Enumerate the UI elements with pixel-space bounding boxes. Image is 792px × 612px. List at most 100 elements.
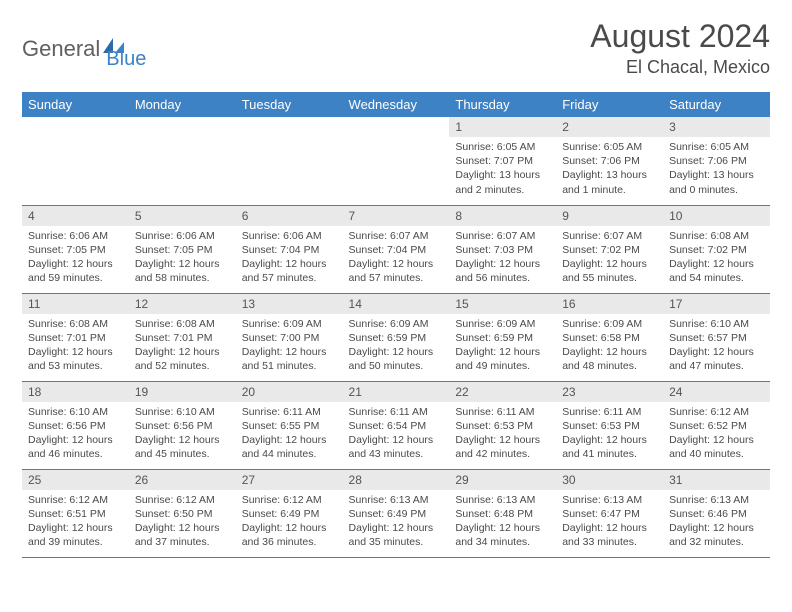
day-info: Sunrise: 6:07 AMSunset: 7:02 PMDaylight:…: [556, 226, 663, 290]
sunrise-text: Sunrise: 6:13 AM: [562, 493, 657, 507]
day-cell: 9Sunrise: 6:07 AMSunset: 7:02 PMDaylight…: [556, 205, 663, 293]
day-info: Sunrise: 6:12 AMSunset: 6:51 PMDaylight:…: [22, 490, 129, 554]
day-number: 21: [343, 382, 450, 402]
day-number: 17: [663, 294, 770, 314]
daylight-text: Daylight: 12 hours and 47 minutes.: [669, 345, 764, 373]
day-info: Sunrise: 6:11 AMSunset: 6:53 PMDaylight:…: [449, 402, 556, 466]
sunrise-text: Sunrise: 6:11 AM: [455, 405, 550, 419]
daylight-text: Daylight: 13 hours and 1 minute.: [562, 168, 657, 196]
day-cell: 13Sunrise: 6:09 AMSunset: 7:00 PMDayligh…: [236, 293, 343, 381]
day-info: Sunrise: 6:10 AMSunset: 6:56 PMDaylight:…: [129, 402, 236, 466]
day-info: Sunrise: 6:09 AMSunset: 6:58 PMDaylight:…: [556, 314, 663, 378]
sunset-text: Sunset: 6:56 PM: [28, 419, 123, 433]
day-cell: 3Sunrise: 6:05 AMSunset: 7:06 PMDaylight…: [663, 117, 770, 205]
sunrise-text: Sunrise: 6:08 AM: [669, 229, 764, 243]
day-number: 11: [22, 294, 129, 314]
sunset-text: Sunset: 7:04 PM: [242, 243, 337, 257]
day-number: 23: [556, 382, 663, 402]
day-info: Sunrise: 6:10 AMSunset: 6:57 PMDaylight:…: [663, 314, 770, 378]
location: El Chacal, Mexico: [590, 57, 770, 78]
daylight-text: Daylight: 12 hours and 36 minutes.: [242, 521, 337, 549]
day-info: Sunrise: 6:06 AMSunset: 7:04 PMDaylight:…: [236, 226, 343, 290]
day-number: 5: [129, 206, 236, 226]
week-row: 1Sunrise: 6:05 AMSunset: 7:07 PMDaylight…: [22, 117, 770, 205]
week-row: 25Sunrise: 6:12 AMSunset: 6:51 PMDayligh…: [22, 469, 770, 557]
day-info: Sunrise: 6:07 AMSunset: 7:03 PMDaylight:…: [449, 226, 556, 290]
day-info: Sunrise: 6:13 AMSunset: 6:49 PMDaylight:…: [343, 490, 450, 554]
day-cell: 16Sunrise: 6:09 AMSunset: 6:58 PMDayligh…: [556, 293, 663, 381]
daylight-text: Daylight: 12 hours and 55 minutes.: [562, 257, 657, 285]
daylight-text: Daylight: 12 hours and 58 minutes.: [135, 257, 230, 285]
day-cell: 23Sunrise: 6:11 AMSunset: 6:53 PMDayligh…: [556, 381, 663, 469]
day-cell: 17Sunrise: 6:10 AMSunset: 6:57 PMDayligh…: [663, 293, 770, 381]
day-cell: 5Sunrise: 6:06 AMSunset: 7:05 PMDaylight…: [129, 205, 236, 293]
day-info: Sunrise: 6:13 AMSunset: 6:47 PMDaylight:…: [556, 490, 663, 554]
day-info: Sunrise: 6:09 AMSunset: 6:59 PMDaylight:…: [449, 314, 556, 378]
day-cell: 26Sunrise: 6:12 AMSunset: 6:50 PMDayligh…: [129, 469, 236, 557]
title-block: August 2024 El Chacal, Mexico: [590, 18, 770, 78]
header: General Blue August 2024 El Chacal, Mexi…: [22, 18, 770, 78]
sunset-text: Sunset: 6:52 PM: [669, 419, 764, 433]
day-number: 4: [22, 206, 129, 226]
sunrise-text: Sunrise: 6:12 AM: [242, 493, 337, 507]
sunrise-text: Sunrise: 6:13 AM: [455, 493, 550, 507]
sunset-text: Sunset: 7:07 PM: [455, 154, 550, 168]
sunset-text: Sunset: 7:06 PM: [669, 154, 764, 168]
daylight-text: Daylight: 12 hours and 51 minutes.: [242, 345, 337, 373]
sunrise-text: Sunrise: 6:05 AM: [455, 140, 550, 154]
daylight-text: Daylight: 12 hours and 35 minutes.: [349, 521, 444, 549]
col-thursday: Thursday: [449, 92, 556, 117]
week-row: 11Sunrise: 6:08 AMSunset: 7:01 PMDayligh…: [22, 293, 770, 381]
day-info: Sunrise: 6:13 AMSunset: 6:48 PMDaylight:…: [449, 490, 556, 554]
sunset-text: Sunset: 6:56 PM: [135, 419, 230, 433]
sunset-text: Sunset: 7:04 PM: [349, 243, 444, 257]
sunrise-text: Sunrise: 6:10 AM: [135, 405, 230, 419]
sunset-text: Sunset: 7:05 PM: [28, 243, 123, 257]
day-info: Sunrise: 6:12 AMSunset: 6:52 PMDaylight:…: [663, 402, 770, 466]
day-number: 24: [663, 382, 770, 402]
daylight-text: Daylight: 13 hours and 0 minutes.: [669, 168, 764, 196]
day-info: Sunrise: 6:05 AMSunset: 7:06 PMDaylight:…: [663, 137, 770, 201]
daylight-text: Daylight: 12 hours and 52 minutes.: [135, 345, 230, 373]
daylight-text: Daylight: 12 hours and 39 minutes.: [28, 521, 123, 549]
day-cell: 10Sunrise: 6:08 AMSunset: 7:02 PMDayligh…: [663, 205, 770, 293]
col-tuesday: Tuesday: [236, 92, 343, 117]
daylight-text: Daylight: 12 hours and 57 minutes.: [242, 257, 337, 285]
day-number: 10: [663, 206, 770, 226]
sunrise-text: Sunrise: 6:05 AM: [562, 140, 657, 154]
day-number: 27: [236, 470, 343, 490]
daylight-text: Daylight: 12 hours and 57 minutes.: [349, 257, 444, 285]
daylight-text: Daylight: 12 hours and 56 minutes.: [455, 257, 550, 285]
sunset-text: Sunset: 6:50 PM: [135, 507, 230, 521]
day-info: Sunrise: 6:11 AMSunset: 6:53 PMDaylight:…: [556, 402, 663, 466]
day-cell: 12Sunrise: 6:08 AMSunset: 7:01 PMDayligh…: [129, 293, 236, 381]
day-cell: 21Sunrise: 6:11 AMSunset: 6:54 PMDayligh…: [343, 381, 450, 469]
day-info: Sunrise: 6:11 AMSunset: 6:54 PMDaylight:…: [343, 402, 450, 466]
sunrise-text: Sunrise: 6:10 AM: [669, 317, 764, 331]
sunrise-text: Sunrise: 6:09 AM: [455, 317, 550, 331]
day-cell: 6Sunrise: 6:06 AMSunset: 7:04 PMDaylight…: [236, 205, 343, 293]
col-wednesday: Wednesday: [343, 92, 450, 117]
sunset-text: Sunset: 6:53 PM: [455, 419, 550, 433]
day-number: 7: [343, 206, 450, 226]
sunset-text: Sunset: 7:03 PM: [455, 243, 550, 257]
day-number: 6: [236, 206, 343, 226]
daylight-text: Daylight: 12 hours and 53 minutes.: [28, 345, 123, 373]
day-cell: 28Sunrise: 6:13 AMSunset: 6:49 PMDayligh…: [343, 469, 450, 557]
calendar-table: Sunday Monday Tuesday Wednesday Thursday…: [22, 92, 770, 558]
sunrise-text: Sunrise: 6:07 AM: [455, 229, 550, 243]
sunset-text: Sunset: 7:02 PM: [562, 243, 657, 257]
daylight-text: Daylight: 12 hours and 37 minutes.: [135, 521, 230, 549]
day-cell: 31Sunrise: 6:13 AMSunset: 6:46 PMDayligh…: [663, 469, 770, 557]
sunset-text: Sunset: 6:54 PM: [349, 419, 444, 433]
day-info: Sunrise: 6:06 AMSunset: 7:05 PMDaylight:…: [129, 226, 236, 290]
daylight-text: Daylight: 12 hours and 40 minutes.: [669, 433, 764, 461]
sunrise-text: Sunrise: 6:08 AM: [28, 317, 123, 331]
day-number: 1: [449, 117, 556, 137]
daylight-text: Daylight: 12 hours and 48 minutes.: [562, 345, 657, 373]
sunrise-text: Sunrise: 6:12 AM: [28, 493, 123, 507]
logo-word-1: General: [22, 36, 100, 62]
day-cell: 22Sunrise: 6:11 AMSunset: 6:53 PMDayligh…: [449, 381, 556, 469]
sunset-text: Sunset: 6:49 PM: [349, 507, 444, 521]
logo: General Blue: [22, 26, 146, 71]
